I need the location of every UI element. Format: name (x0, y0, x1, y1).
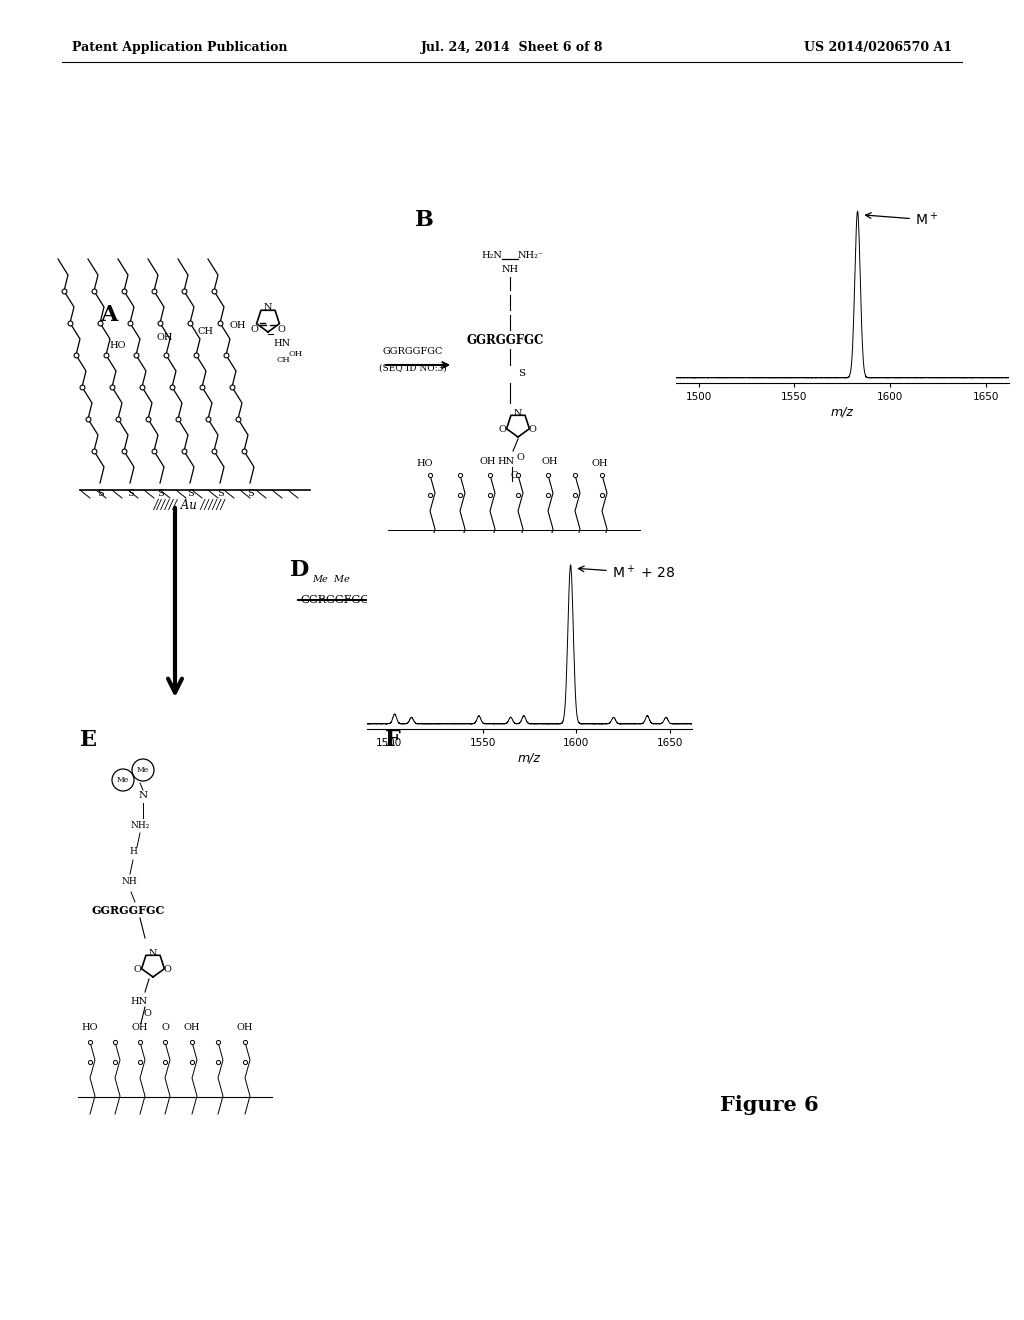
Text: O: O (143, 1008, 151, 1018)
Text: GGRGGFGC: GGRGGFGC (410, 587, 479, 597)
Text: GGRGGFGC: GGRGGFGC (92, 904, 165, 916)
Text: HO: HO (110, 341, 126, 350)
Text: O: O (516, 453, 524, 462)
Text: D: D (290, 558, 309, 581)
Text: O: O (528, 425, 536, 434)
Text: O: O (163, 965, 171, 974)
Text: OH: OH (132, 1023, 148, 1032)
Text: GGRGGFGC: GGRGGFGC (300, 595, 369, 605)
Text: N: N (514, 408, 522, 417)
Text: Patent Application Publication: Patent Application Publication (72, 41, 288, 54)
Text: OH: OH (542, 457, 558, 466)
Text: O: O (498, 425, 506, 434)
Text: B: B (415, 209, 434, 231)
Text: CH: CH (197, 327, 213, 337)
Text: S: S (96, 488, 103, 498)
Text: OH: OH (183, 1023, 201, 1032)
Text: S: S (127, 488, 133, 498)
Text: OH: OH (289, 350, 303, 358)
Text: C: C (690, 294, 708, 315)
Text: ////// Au //////: ////// Au ////// (155, 499, 226, 512)
Text: Me: Me (137, 766, 150, 774)
Text: S: S (247, 488, 253, 498)
Text: OH: OH (237, 1023, 253, 1032)
Text: OH: OH (157, 334, 173, 342)
Text: Figure 6: Figure 6 (720, 1096, 818, 1115)
Text: A: A (100, 304, 118, 326)
Text: O: O (278, 326, 285, 334)
Text: HN: HN (130, 997, 147, 1006)
Text: S: S (186, 488, 194, 498)
Text: NH: NH (502, 264, 518, 273)
Text: O: O (250, 326, 258, 334)
Text: N: N (148, 949, 158, 957)
Text: Me: Me (117, 776, 129, 784)
Text: H₂N: H₂N (481, 251, 502, 260)
Text: NH₂: NH₂ (130, 821, 150, 829)
Text: NH₂⁻: NH₂⁻ (518, 251, 544, 260)
Text: O: O (161, 1023, 169, 1032)
Text: CH: CH (276, 356, 290, 364)
Text: S: S (217, 488, 223, 498)
Text: OH: OH (480, 457, 497, 466)
Text: OH: OH (592, 458, 608, 467)
Text: NH: NH (121, 878, 137, 887)
Text: US 2014/0206570 A1: US 2014/0206570 A1 (804, 41, 952, 54)
Text: Jul. 24, 2014  Sheet 6 of 8: Jul. 24, 2014 Sheet 6 of 8 (421, 41, 603, 54)
X-axis label: m/z: m/z (830, 407, 854, 418)
Text: GGRGGFGC: GGRGGFGC (466, 334, 544, 346)
Text: N: N (264, 304, 272, 313)
Text: GGRGGFGC: GGRGGFGC (383, 346, 443, 355)
Text: HO: HO (82, 1023, 98, 1032)
Text: HN: HN (273, 339, 290, 348)
Text: + PRMT1: + PRMT1 (410, 605, 465, 615)
Text: OH: OH (229, 322, 246, 330)
Text: F: F (385, 729, 400, 751)
Text: M$^+$ + 28: M$^+$ + 28 (579, 565, 676, 582)
Text: O: O (510, 470, 518, 479)
Text: H: H (129, 847, 137, 857)
Text: HN: HN (498, 457, 515, 466)
Text: (SEQ ID NO:3): (SEQ ID NO:3) (379, 363, 446, 372)
Text: O: O (133, 965, 141, 974)
Text: S: S (518, 368, 525, 378)
Text: M$^+$: M$^+$ (865, 211, 938, 228)
Text: N: N (138, 791, 147, 800)
Text: E: E (80, 729, 97, 751)
Text: S: S (157, 488, 164, 498)
X-axis label: m/z: m/z (518, 752, 541, 764)
Text: Me  Me: Me Me (312, 576, 350, 585)
Text: HO: HO (417, 458, 433, 467)
